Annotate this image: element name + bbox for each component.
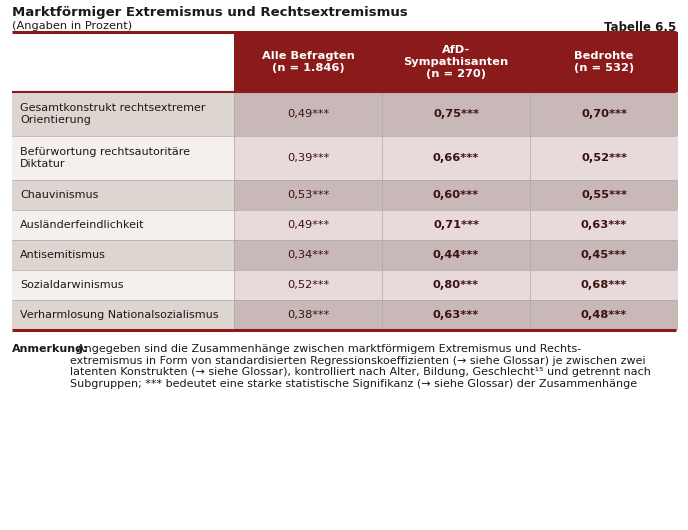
Bar <box>382 32 530 92</box>
Text: Tabelle 6.5: Tabelle 6.5 <box>604 21 676 34</box>
Text: Gesamtkonstrukt rechtsextremer
Orientierung: Gesamtkonstrukt rechtsextremer Orientier… <box>20 103 206 125</box>
Text: Verharmlosung Nationalsozialismus: Verharmlosung Nationalsozialismus <box>20 310 219 320</box>
Text: Alle Befragten
(n = 1.846): Alle Befragten (n = 1.846) <box>261 51 354 73</box>
Bar <box>12 136 234 180</box>
Bar <box>530 180 678 210</box>
Text: Antisemitismus: Antisemitismus <box>20 250 106 260</box>
Text: 0,49***: 0,49*** <box>287 109 329 119</box>
Text: 0,52***: 0,52*** <box>287 280 329 290</box>
Text: 0,60***: 0,60*** <box>433 190 479 200</box>
Text: Befürwortung rechtsautoritäre
Diktatur: Befürwortung rechtsautoritäre Diktatur <box>20 147 190 169</box>
Text: 0,38***: 0,38*** <box>287 310 329 320</box>
Text: Marktförmiger Extremismus und Rechtsextremismus: Marktförmiger Extremismus und Rechtsextr… <box>12 6 408 19</box>
Text: Anmerkung:: Anmerkung: <box>12 344 89 354</box>
Bar <box>530 136 678 180</box>
Bar <box>12 180 234 210</box>
Bar <box>234 92 382 136</box>
Bar <box>234 32 382 92</box>
Text: 0,80***: 0,80*** <box>433 280 479 290</box>
Bar <box>234 180 382 210</box>
Text: 0,63***: 0,63*** <box>581 220 627 230</box>
Text: 0,71***: 0,71*** <box>433 220 479 230</box>
Text: 0,45***: 0,45*** <box>581 250 627 260</box>
Text: 0,53***: 0,53*** <box>287 190 329 200</box>
Bar <box>382 240 530 270</box>
Text: Chauvinismus: Chauvinismus <box>20 190 98 200</box>
Bar <box>382 300 530 330</box>
Text: 0,68***: 0,68*** <box>581 280 627 290</box>
Text: (Angaben in Prozent): (Angaben in Prozent) <box>12 21 132 31</box>
Bar <box>234 270 382 300</box>
Text: Sozialdarwinismus: Sozialdarwinismus <box>20 280 124 290</box>
Text: Ausländerfeindlichkeit: Ausländerfeindlichkeit <box>20 220 144 230</box>
Text: 0,44***: 0,44*** <box>433 250 479 260</box>
Bar <box>234 210 382 240</box>
Text: AfD-
Sympathisanten
(n = 270): AfD- Sympathisanten (n = 270) <box>403 46 508 78</box>
Bar <box>234 136 382 180</box>
Text: Angegeben sind die Zusammenhänge zwischen marktförmigem Extremismus und Rechts-
: Angegeben sind die Zusammenhänge zwische… <box>70 344 651 389</box>
Bar <box>530 210 678 240</box>
Text: 0,66***: 0,66*** <box>433 153 479 163</box>
Bar <box>530 32 678 92</box>
Bar <box>530 92 678 136</box>
Bar <box>12 270 234 300</box>
Bar <box>530 240 678 270</box>
Bar <box>382 180 530 210</box>
Bar <box>234 240 382 270</box>
Text: 0,55***: 0,55*** <box>581 190 627 200</box>
Bar <box>12 300 234 330</box>
Bar <box>382 270 530 300</box>
Bar <box>382 136 530 180</box>
Text: 0,48***: 0,48*** <box>581 310 627 320</box>
Bar <box>530 300 678 330</box>
Bar <box>12 240 234 270</box>
Text: 0,49***: 0,49*** <box>287 220 329 230</box>
Text: 0,39***: 0,39*** <box>287 153 329 163</box>
Text: Bedrohte
(n = 532): Bedrohte (n = 532) <box>574 51 634 73</box>
Text: 0,34***: 0,34*** <box>287 250 329 260</box>
Bar <box>12 210 234 240</box>
Bar <box>530 270 678 300</box>
Text: 0,52***: 0,52*** <box>581 153 627 163</box>
Text: 0,75***: 0,75*** <box>433 109 479 119</box>
Bar <box>382 210 530 240</box>
Text: 0,63***: 0,63*** <box>433 310 479 320</box>
Bar <box>12 92 234 136</box>
Text: 0,70***: 0,70*** <box>581 109 627 119</box>
Bar <box>234 300 382 330</box>
Bar <box>382 92 530 136</box>
